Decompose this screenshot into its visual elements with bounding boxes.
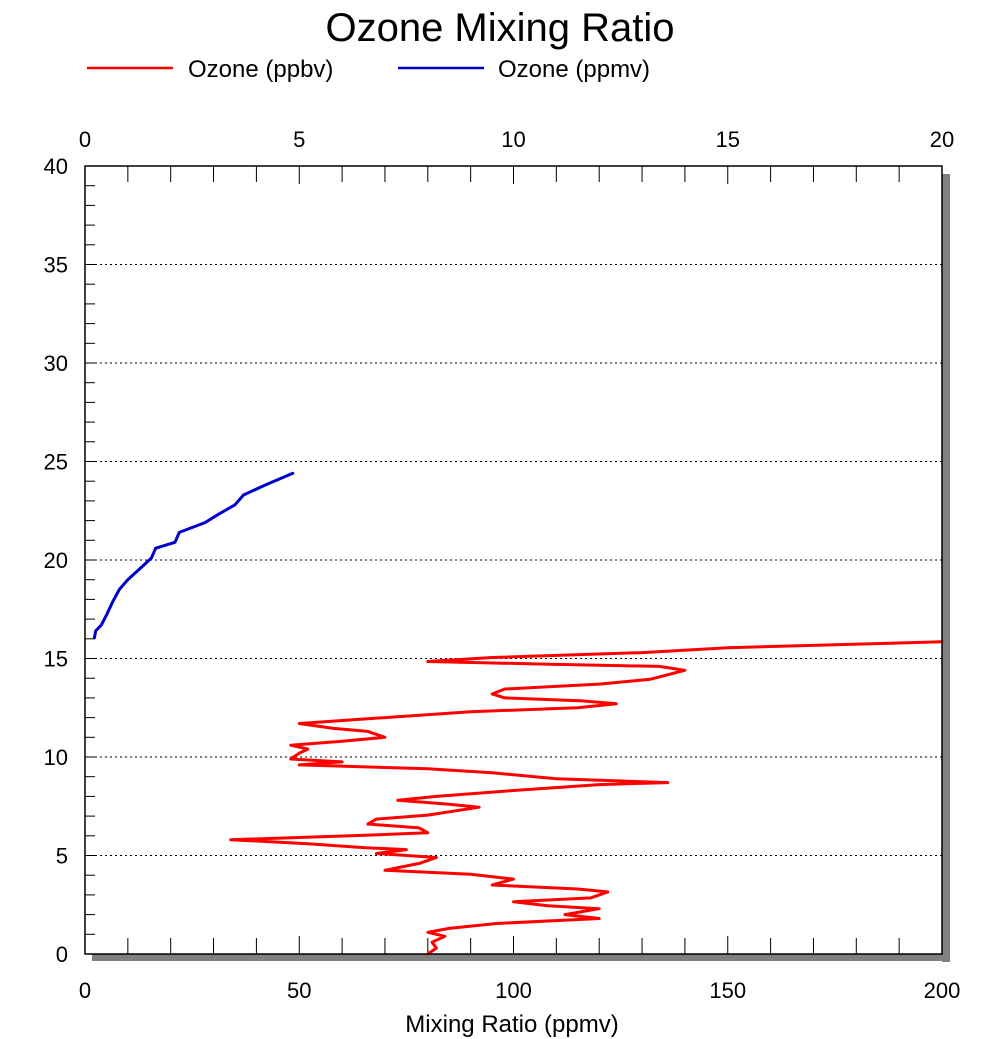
- y-tick-label-6: 30: [44, 351, 68, 376]
- data-series: [92, 471, 944, 956]
- y-tick-label-5: 25: [44, 450, 68, 475]
- x-bottom-tick-label-2: 100: [495, 978, 532, 1003]
- legend: Ozone (ppbv) Ozone (ppmv): [87, 56, 650, 83]
- plot-shadow-bottom: [92, 953, 950, 961]
- x-top-tick-label-0: 0: [79, 127, 91, 152]
- series-line-1: [92, 471, 295, 640]
- x-top-tick-label-3: 15: [716, 127, 740, 152]
- x-bottom-tick-label-0: 0: [79, 978, 91, 1003]
- plot-shadow-right: [942, 174, 950, 962]
- y-tick-label-7: 35: [44, 253, 68, 278]
- legend-label-ozone-ppmv: Ozone (ppmv): [498, 56, 650, 83]
- tick-labels: 0 5 10 15 20 25 30 35 40 0 50 100 150 200 0 5 10 15 20: [44, 127, 961, 1003]
- chart-title: Ozone Mixing Ratio: [325, 6, 674, 50]
- y-tick-label-2: 10: [44, 745, 68, 770]
- y-tick-label-0: 0: [56, 942, 68, 967]
- x-bottom-tick-label-1: 50: [287, 978, 311, 1003]
- y-tick-label-3: 15: [44, 647, 68, 672]
- y-tick-label-1: 5: [56, 844, 68, 869]
- plot-area: [85, 166, 942, 954]
- x-top-tick-label-1: 5: [293, 127, 305, 152]
- x-top-tick-label-4: 20: [930, 127, 954, 152]
- legend-label-ozone-ppbv: Ozone (ppbv): [188, 56, 333, 83]
- plot-frame: [84, 165, 943, 955]
- y-tick-label-4: 20: [44, 548, 68, 573]
- x-bottom-tick-label-3: 150: [709, 978, 746, 1003]
- y-tick-label-8: 40: [44, 154, 68, 179]
- x-top-tick-label-2: 10: [501, 127, 525, 152]
- series-line-0: [229, 640, 944, 956]
- x-bottom-tick-label-4: 200: [924, 978, 961, 1003]
- x-axis-label: Mixing Ratio (ppmv): [405, 1011, 618, 1038]
- axis-ticks: [84, 165, 943, 955]
